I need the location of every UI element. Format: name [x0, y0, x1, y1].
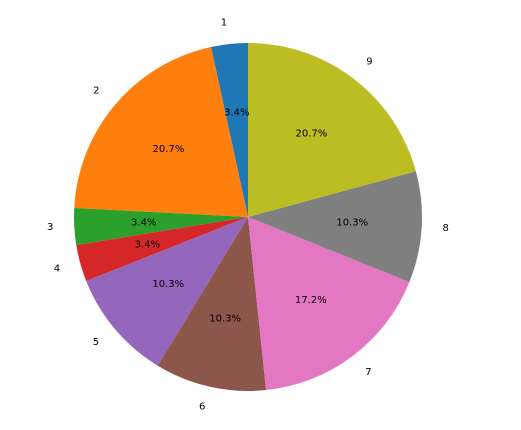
slice-category-label-6: 6: [199, 402, 205, 413]
pie-slice-3: [74, 207, 248, 246]
slice-category-label-3: 3: [47, 222, 53, 233]
pie-slice-6: [157, 217, 267, 392]
slice-percent-label-3: 3.4%: [131, 217, 156, 228]
slice-percent-label-2: 20.7%: [153, 144, 185, 155]
slice-category-label-5: 5: [93, 337, 99, 348]
slice-percent-label-8: 10.3%: [336, 218, 368, 229]
slice-category-label-1: 1: [221, 18, 227, 29]
pie-slice-4: [76, 217, 248, 281]
slice-category-label-2: 2: [93, 85, 99, 96]
slice-category-label-9: 9: [366, 57, 372, 68]
pie-slice-1: [211, 43, 248, 217]
slice-category-label-4: 4: [54, 263, 60, 274]
slice-percent-label-5: 10.3%: [152, 279, 184, 290]
pie-labels: 3.4% 1 20.7% 2 3.4% 3 3.4% 4 10.3% 5 10.3% 6 17.2% 7 1…: [47, 18, 449, 413]
pie-slice-5: [86, 217, 249, 366]
pie-slice-7: [248, 217, 410, 391]
slice-percent-label-4: 3.4%: [135, 239, 160, 250]
pie-slices: [74, 43, 422, 392]
slice-percent-label-7: 17.2%: [295, 295, 327, 306]
slice-percent-label-6: 10.3%: [209, 313, 241, 324]
slice-category-label-7: 7: [365, 367, 371, 378]
slice-percent-label-9: 20.7%: [295, 129, 327, 140]
pie-slice-9: [248, 43, 416, 217]
slice-percent-label-1: 3.4%: [224, 108, 249, 119]
slice-category-label-8: 8: [443, 223, 449, 234]
pie-slice-8: [248, 171, 422, 283]
pie-slice-2: [74, 46, 248, 217]
